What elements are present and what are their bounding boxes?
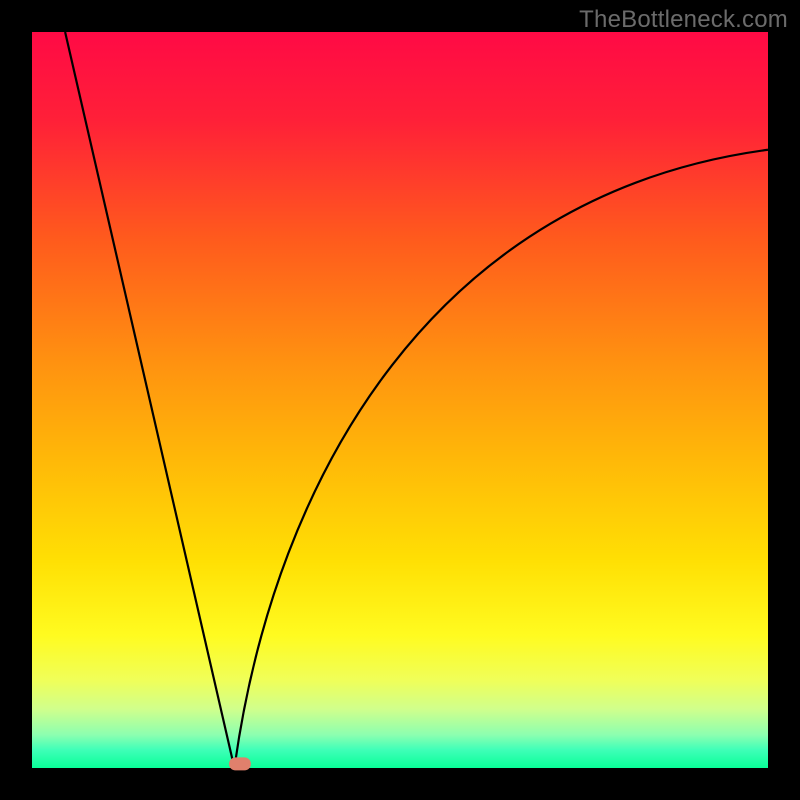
watermark-text: TheBottleneck.com: [579, 6, 788, 34]
plot-area: [32, 32, 768, 768]
minimum-marker: [229, 757, 251, 770]
curve-left-branch: [65, 32, 234, 768]
curve-layer: [32, 32, 768, 768]
curve-right-branch: [234, 150, 768, 768]
